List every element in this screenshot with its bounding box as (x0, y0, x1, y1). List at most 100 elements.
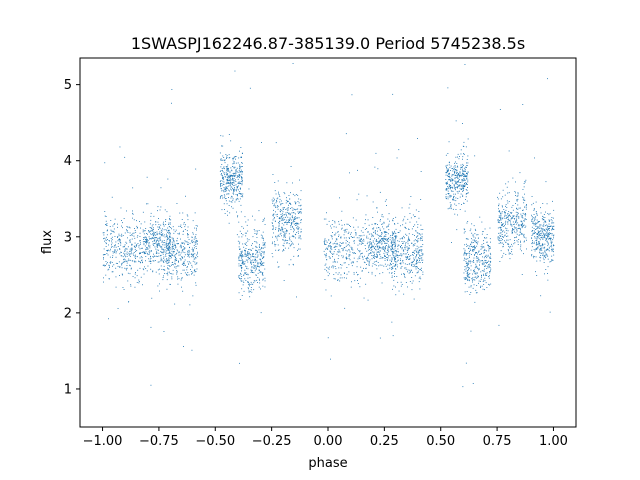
data-point (139, 240, 141, 242)
data-point (413, 257, 415, 259)
data-point (371, 243, 372, 245)
data-point (351, 248, 353, 250)
data-point (379, 264, 381, 266)
data-point (413, 260, 414, 262)
data-point (464, 168, 466, 170)
data-point (481, 233, 483, 235)
data-point (328, 268, 330, 270)
data-point (235, 169, 237, 171)
data-point (167, 243, 169, 245)
data-point (162, 253, 164, 255)
data-point (344, 273, 345, 274)
data-point (166, 235, 168, 237)
data-point (256, 274, 257, 276)
data-point (129, 250, 131, 252)
data-point (353, 257, 355, 259)
data-point (162, 228, 163, 230)
data-point (461, 167, 463, 168)
data-point (505, 229, 507, 231)
data-point (476, 277, 478, 279)
data-point (122, 222, 123, 224)
data-point (461, 188, 463, 190)
data-point (334, 220, 336, 222)
data-point (401, 207, 403, 209)
data-point (366, 228, 367, 229)
data-point (472, 249, 474, 250)
data-point (189, 251, 191, 253)
data-point (357, 283, 359, 284)
data-point (484, 277, 486, 279)
data-point (227, 179, 228, 180)
data-point (139, 248, 141, 250)
data-point (365, 267, 367, 269)
data-point (449, 188, 451, 190)
data-point (520, 224, 522, 226)
data-point (532, 232, 534, 234)
data-point (139, 240, 141, 242)
data-point (380, 250, 381, 252)
data-point (539, 235, 541, 236)
data-point (552, 250, 554, 252)
data-point (471, 278, 473, 280)
data-point (388, 223, 390, 225)
data-point (244, 261, 246, 263)
data-point (502, 230, 504, 232)
data-point (231, 175, 233, 177)
data-point (475, 237, 476, 239)
data-point (223, 184, 225, 185)
data-point (457, 184, 459, 186)
data-point (533, 214, 535, 215)
data-point (121, 273, 123, 275)
data-point (395, 250, 397, 252)
data-point (129, 232, 131, 234)
data-point (239, 150, 240, 152)
data-point (408, 254, 409, 255)
data-point (136, 250, 138, 251)
data-point (334, 242, 335, 244)
data-point (402, 262, 404, 264)
data-point (474, 254, 475, 256)
data-point (457, 186, 458, 188)
data-point (165, 229, 167, 231)
data-point (233, 193, 235, 195)
data-point (500, 228, 502, 230)
data-point (122, 246, 124, 248)
data-point (178, 278, 180, 280)
data-point (376, 239, 377, 240)
data-point (119, 240, 121, 242)
data-point (484, 256, 486, 257)
data-point (151, 297, 153, 299)
data-point (288, 247, 290, 249)
data-point (371, 248, 373, 250)
data-point (510, 218, 512, 220)
data-point (505, 215, 507, 217)
data-point (404, 253, 406, 255)
data-point (385, 248, 386, 249)
data-point (548, 214, 550, 216)
data-point (466, 189, 468, 191)
data-point (482, 231, 484, 232)
data-point (290, 222, 292, 223)
data-point (518, 216, 520, 218)
data-point (372, 263, 374, 265)
data-point (373, 252, 375, 254)
data-point (143, 252, 145, 254)
data-point (500, 213, 501, 214)
data-point (543, 229, 545, 230)
data-point (367, 254, 369, 256)
data-point (160, 224, 162, 226)
data-point (548, 238, 550, 240)
data-point (187, 215, 189, 217)
data-point (256, 264, 258, 266)
data-point (458, 203, 460, 205)
data-point (115, 249, 116, 251)
data-point (395, 216, 397, 218)
data-point (452, 199, 454, 201)
data-point (483, 240, 484, 242)
data-point (524, 215, 526, 217)
data-point (374, 243, 376, 245)
data-point (241, 176, 243, 178)
data-point (181, 264, 183, 265)
data-point (384, 263, 386, 265)
data-point (176, 252, 178, 254)
